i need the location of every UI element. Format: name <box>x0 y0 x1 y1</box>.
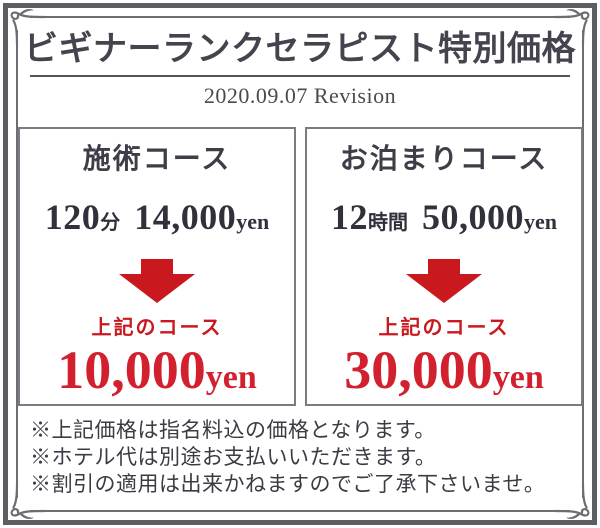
scroll-flourish-icon <box>555 483 593 521</box>
note-line: ※上記価格は指名料込の価格となります。 <box>30 418 436 442</box>
course-card-treatment: 施術コース 120分 14,000yen 上記のコース 10,000yen <box>18 127 296 406</box>
duration-unit: 分 <box>100 211 121 234</box>
original-price-line: 12時間 50,000yen <box>331 195 557 247</box>
frame-corner-mask <box>15 498 30 513</box>
original-price-line: 120分 14,000yen <box>45 195 270 247</box>
scroll-flourish-icon <box>7 483 45 521</box>
promo-price-line: 10,000yen <box>57 340 257 414</box>
note-line: ※割引の適用は出来かねますのでご了承下さいませ。 <box>30 472 546 496</box>
duration-value: 12 <box>331 196 368 237</box>
duration-unit: 時間 <box>368 211 408 234</box>
original-price: 50,000 <box>422 196 524 237</box>
promo-label: 上記のコース <box>378 316 510 339</box>
course-name: お泊まりコース <box>339 144 549 175</box>
scroll-flourish-icon <box>555 7 593 45</box>
title-divider <box>30 75 570 78</box>
currency-suffix: yen <box>205 358 257 396</box>
header: ビギナーランクセラピスト特別価格 2020.09.07 Revision <box>0 28 600 109</box>
scroll-flourish-icon <box>7 7 45 45</box>
frame-corner-mask <box>570 498 585 513</box>
page-title: ビギナーランクセラピスト特別価格 <box>24 31 576 68</box>
course-list: 施術コース 120分 14,000yen 上記のコース 10,000yen お泊ま… <box>18 127 583 406</box>
revision-date: 2020.09.07 Revision <box>203 83 397 109</box>
currency-suffix: yen <box>492 358 544 396</box>
promo-price-line: 30,000yen <box>344 340 544 414</box>
frame-corner-mask <box>15 15 30 30</box>
course-name: 施術コース <box>82 144 232 175</box>
currency-suffix: yen <box>236 208 270 234</box>
promo-price: 10,000 <box>57 339 206 400</box>
currency-suffix: yen <box>524 208 557 234</box>
notes-list: ※上記価格は指名料込の価格となります。 ※ホテル代は別途お支払いいただきます。 … <box>30 417 545 498</box>
note-line: ※ホテル代は別途お支払いいただきます。 <box>30 445 437 469</box>
frame-corner-mask <box>570 15 585 30</box>
promo-label: 上記のコース <box>91 316 223 339</box>
red-down-arrow-icon <box>117 258 197 303</box>
red-down-arrow-icon <box>404 258 484 303</box>
duration-value: 120 <box>44 196 101 237</box>
original-price: 14,000 <box>134 196 237 237</box>
course-card-overnight: お泊まりコース 12時間 50,000yen 上記のコース 30,000yen <box>305 127 583 406</box>
promo-price: 30,000 <box>344 339 493 400</box>
